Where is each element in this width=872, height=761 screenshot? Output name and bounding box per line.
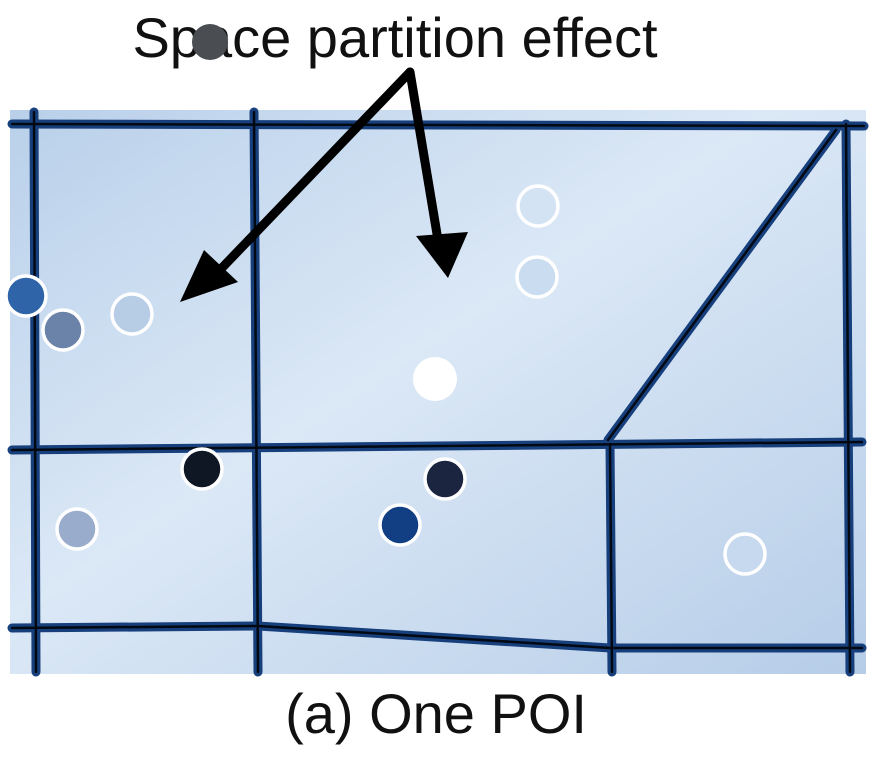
points [4, 24, 767, 576]
poi-white-point [413, 357, 457, 401]
arrow-right-head [416, 232, 468, 278]
figure-caption: (a) One POI [285, 682, 587, 745]
title-dot [192, 24, 228, 60]
point-pale-top-right-2 [515, 255, 559, 299]
point-blue-bottom [378, 503, 422, 547]
point-pale-left [110, 292, 154, 336]
point-blue-left [4, 274, 48, 318]
arrow-left-head [180, 250, 238, 302]
point-pale-top-right-1 [516, 184, 560, 228]
point-black [180, 447, 224, 491]
point-pale-bottom-right [723, 532, 767, 576]
point-navy [423, 457, 467, 501]
arrows [180, 67, 468, 302]
point-gray-bottom-left [55, 507, 99, 551]
arrow-right-shaft [405, 67, 443, 245]
arrow-left-shaft [213, 67, 415, 277]
point-slate [41, 308, 85, 352]
